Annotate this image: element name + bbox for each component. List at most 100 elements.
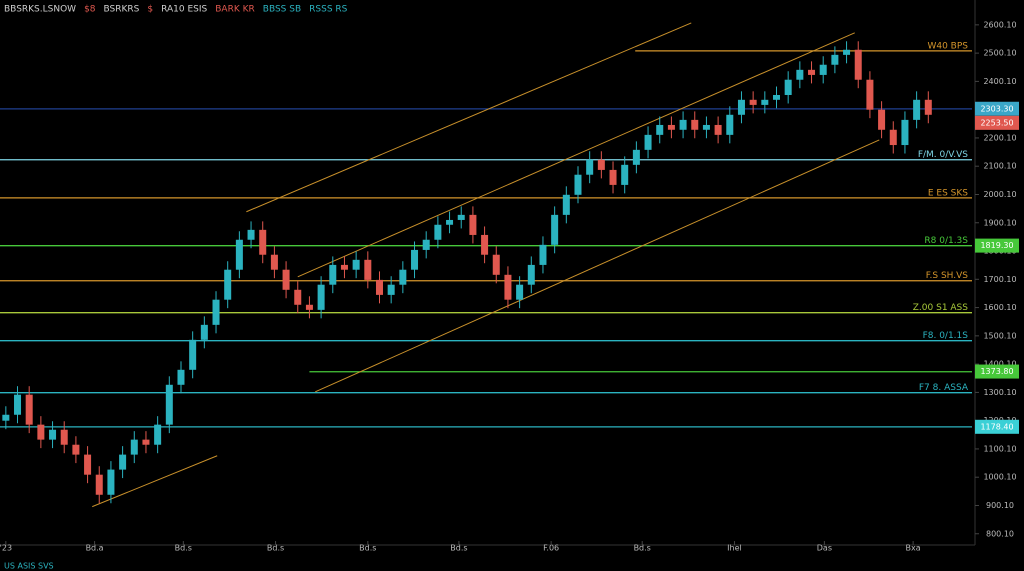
candle-body bbox=[2, 414, 10, 421]
legend: BBSRKS.LSNOW $8 BSRKRS $ RA10 ESIS BARK KR BBS… bbox=[4, 5, 348, 15]
y-tick-label: 1100.10 bbox=[983, 444, 1016, 453]
candle-body bbox=[177, 369, 185, 385]
trend-line bbox=[315, 139, 880, 393]
candle-body bbox=[457, 214, 465, 220]
price-tag-label: 1819.30 bbox=[980, 241, 1013, 250]
candle-body bbox=[25, 394, 33, 425]
y-tick-label: 2100.10 bbox=[983, 162, 1016, 171]
x-tick-label: Bd.s bbox=[634, 544, 651, 553]
candle-body bbox=[84, 454, 92, 475]
candle-body bbox=[387, 284, 395, 295]
price-tag-label: 2253.50 bbox=[980, 118, 1013, 127]
candle-body bbox=[527, 264, 535, 285]
legend-item: RA10 ESIS bbox=[161, 5, 207, 15]
level-label: F/M. 0/V.VS bbox=[918, 150, 968, 160]
candle-body bbox=[364, 259, 372, 280]
level-label: F.S SH.VS bbox=[926, 271, 969, 281]
candle-body bbox=[352, 259, 360, 270]
candle-body bbox=[574, 174, 582, 195]
candle-body bbox=[130, 439, 138, 455]
y-tick-label: 800.10 bbox=[986, 529, 1014, 538]
candle-body bbox=[749, 99, 757, 105]
trend-line bbox=[297, 32, 855, 278]
candle-body bbox=[901, 119, 909, 146]
candle-body bbox=[878, 109, 886, 130]
candle-body bbox=[340, 264, 348, 270]
candle-body bbox=[247, 229, 255, 240]
candle-body bbox=[37, 424, 45, 440]
candle-body bbox=[154, 424, 162, 445]
candle-body bbox=[644, 134, 652, 150]
candle-body bbox=[539, 244, 547, 265]
level-label: W40 BPS bbox=[927, 41, 968, 51]
candle-body bbox=[772, 94, 780, 100]
price-tag bbox=[975, 238, 1019, 253]
candle-body bbox=[562, 194, 570, 215]
legend-item: BSRKRS bbox=[104, 5, 140, 15]
y-tick-label: 1500.10 bbox=[983, 331, 1016, 340]
candle-body bbox=[726, 114, 734, 135]
legend-item: BBSS SB bbox=[263, 5, 301, 15]
candle-body bbox=[399, 269, 407, 285]
y-tick-label: 1300.10 bbox=[983, 388, 1016, 397]
candle-body bbox=[784, 79, 792, 95]
candle-body bbox=[189, 339, 197, 370]
candle-body bbox=[667, 124, 675, 130]
candle-body bbox=[714, 124, 722, 135]
x-tick-label: Das bbox=[817, 544, 832, 553]
candle-body bbox=[492, 254, 500, 275]
candle-body bbox=[224, 269, 232, 300]
candle-body bbox=[621, 164, 629, 185]
candle-body bbox=[691, 119, 699, 130]
y-tick-label: 2400.10 bbox=[983, 77, 1016, 86]
candle-body bbox=[831, 54, 839, 65]
x-tick-label: Bd.s bbox=[359, 544, 376, 553]
price-tag-label: 1178.40 bbox=[980, 422, 1013, 431]
candle-body bbox=[317, 284, 325, 310]
legend-item: BBSRKS.LSNOW bbox=[4, 5, 76, 15]
price-tag bbox=[975, 115, 1019, 130]
legend-item: $8 bbox=[84, 5, 96, 15]
candle-body bbox=[551, 214, 559, 245]
candle-body bbox=[270, 254, 278, 270]
candle-body bbox=[411, 249, 419, 270]
candle-body bbox=[305, 304, 313, 310]
x-tick-label: Bxa bbox=[906, 544, 921, 553]
x-tick-label: Bd.s bbox=[175, 544, 192, 553]
candle-body bbox=[212, 299, 220, 325]
candle-body bbox=[329, 264, 337, 285]
x-tick-label: Bd.s bbox=[450, 544, 467, 553]
candle-body bbox=[294, 289, 302, 305]
candle-body bbox=[200, 324, 208, 340]
price-tag-label: 1373.80 bbox=[980, 367, 1013, 376]
y-tick-label: 2600.10 bbox=[983, 20, 1016, 29]
legend-item: BARK KR bbox=[215, 5, 255, 15]
legend-item: $ bbox=[147, 5, 153, 15]
candle-body bbox=[889, 129, 897, 146]
candle-body bbox=[854, 49, 862, 80]
level-label: F8. 0/1.1S bbox=[923, 331, 969, 341]
candle-body bbox=[446, 219, 454, 225]
level-label: R8 0/1.3S bbox=[924, 236, 968, 246]
x-tick-label: F.06 bbox=[543, 544, 559, 553]
candle-body bbox=[609, 169, 617, 185]
candle-body bbox=[761, 99, 769, 105]
price-tag bbox=[975, 364, 1019, 379]
legend-item: RSSS RS bbox=[309, 5, 348, 15]
candle-body bbox=[165, 384, 173, 425]
price-tag bbox=[975, 419, 1019, 434]
price-tag-label: 2303.30 bbox=[980, 104, 1013, 113]
y-tick-label: 2200.10 bbox=[983, 133, 1016, 142]
candle-body bbox=[107, 469, 115, 495]
y-tick-label: 1400.10 bbox=[983, 360, 1016, 369]
candle-body bbox=[843, 49, 851, 55]
footer: US ASIS SVS bbox=[4, 562, 54, 571]
level-label: Z.00 S1 ASS bbox=[913, 303, 969, 313]
y-tick-label: 2500.10 bbox=[983, 49, 1016, 58]
candle-body bbox=[702, 124, 710, 130]
candle-body bbox=[679, 119, 687, 130]
y-tick-label: 1700.10 bbox=[983, 275, 1016, 284]
candle-body bbox=[235, 239, 243, 270]
x-tick-label: Ihel bbox=[727, 544, 742, 553]
